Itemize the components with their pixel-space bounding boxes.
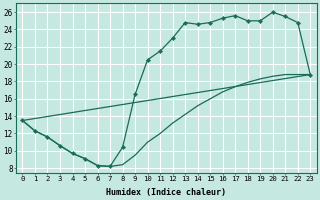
X-axis label: Humidex (Indice chaleur): Humidex (Indice chaleur) <box>106 188 226 197</box>
